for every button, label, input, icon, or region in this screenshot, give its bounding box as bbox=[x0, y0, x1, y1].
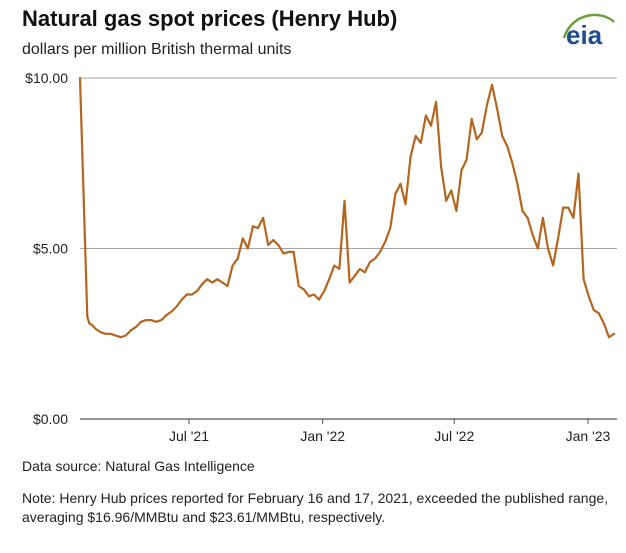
series-layer bbox=[78, 76, 616, 339]
x-tick-label: Jan '23 bbox=[566, 428, 611, 444]
logo-arc bbox=[562, 13, 615, 39]
data-source: Data source: Natural Gas Intelligence bbox=[22, 458, 255, 474]
x-tick-labels: Jul '21 Jan '22 Jul '22 Jan '23 bbox=[169, 419, 611, 444]
chart-note: Note: Henry Hub prices reported for Febr… bbox=[22, 490, 609, 525]
x-tick-label: Jan '22 bbox=[300, 428, 345, 444]
eia-logo: eia bbox=[562, 13, 615, 48]
y-tick-label: $5.00 bbox=[33, 241, 68, 257]
logo-text: eia bbox=[566, 20, 603, 48]
y-tick-labels: $0.00 $5.00 $10.00 bbox=[25, 70, 68, 427]
x-tick-label: Jul '21 bbox=[169, 428, 209, 444]
y-tick-label: $0.00 bbox=[33, 411, 68, 427]
chart-title: Natural gas spot prices (Henry Hub) bbox=[22, 6, 398, 31]
line-chart: $0.00 $5.00 $10.00 Jul '21 Jan '22 Jul '22 Ja… bbox=[25, 70, 617, 444]
price-series-line bbox=[78, 76, 616, 339]
chart-subtitle: dollars per million British thermal unit… bbox=[22, 41, 292, 58]
y-tick-label: $10.00 bbox=[25, 70, 68, 86]
x-tick-label: Jul '22 bbox=[434, 428, 474, 444]
